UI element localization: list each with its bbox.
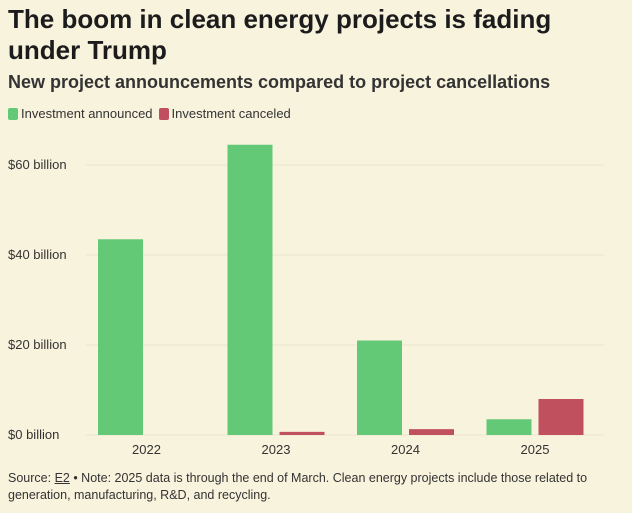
bar-announced-2022 (98, 239, 143, 435)
legend-swatch-canceled (158, 107, 169, 120)
bar-canceled-2025 (538, 399, 584, 435)
y-tick-label: $40 billion (8, 247, 67, 262)
bar-canceled-2024 (409, 429, 454, 435)
bar-canceled-2023 (279, 431, 325, 435)
legend-swatch-announced (8, 107, 18, 120)
x-tick-label: 2022 (132, 442, 161, 457)
legend-label-canceled: Investment canceled (171, 106, 291, 121)
legend-label-announced: Investment announced (21, 106, 153, 121)
x-tick-label: 2023 (262, 442, 291, 457)
chart-title: The boom in clean energy projects is fad… (8, 4, 552, 65)
bar-announced-2025 (486, 419, 532, 435)
y-tick-label: $0 billion (8, 427, 59, 442)
bar-announced-2024 (357, 340, 402, 435)
source-text: • Note: 2025 data is through the end of … (8, 471, 588, 502)
y-tick-label: $60 billion (8, 157, 67, 172)
bar-chart: $0 billion $20 billion $40 billion $60 bill… (8, 144, 604, 457)
chart-subtitle: New project announcements compared to pr… (8, 72, 551, 92)
source-note: Source: E2 • Note: 2025 data is through … (8, 470, 626, 504)
x-tick-label: 2024 (391, 442, 420, 457)
legend: Investment announced Investment canceled (8, 106, 297, 121)
bar-announced-2023 (227, 144, 273, 435)
legend-item-canceled: Investment canceled (158, 106, 291, 121)
source-prefix: Source: (8, 471, 55, 485)
legend-item-announced: Investment announced (8, 106, 153, 121)
y-tick-label: $20 billion (8, 337, 67, 352)
source-link[interactable]: E2 (54, 471, 70, 485)
x-tick-label: 2025 (521, 442, 550, 457)
